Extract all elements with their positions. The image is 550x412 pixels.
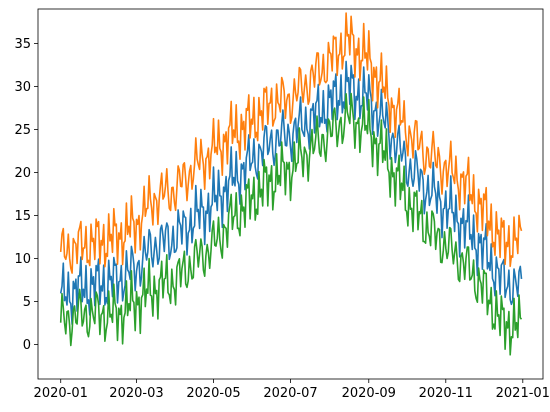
x-axis: 2020-01 2020-03 2020-05 2020-07 2020-09 2020-…	[34, 379, 550, 401]
x-tick-label: 2020-01	[34, 386, 88, 401]
y-tick-label: 0	[23, 338, 31, 353]
y-tick-label: 20	[14, 166, 31, 181]
x-tick-label: 2020-11	[419, 386, 473, 401]
y-axis: 0 5 10 15 20 25 30 35	[14, 37, 38, 353]
x-tick-label: 2020-09	[342, 386, 396, 401]
series-line-3	[59, 92, 523, 356]
y-tick-label: 15	[14, 209, 31, 224]
y-tick-label: 30	[14, 80, 31, 95]
x-tick-label: 2021-01	[496, 386, 550, 401]
x-tick-label: 2020-03	[109, 386, 163, 401]
series-line-1	[59, 60, 523, 326]
y-tick-label: 10	[14, 252, 31, 267]
series-line-2	[59, 12, 523, 274]
x-tick-label: 2020-07	[263, 386, 317, 401]
series-layer	[59, 12, 523, 356]
y-tick-label: 35	[14, 37, 31, 52]
y-tick-label: 25	[14, 123, 31, 138]
x-tick-label: 2020-05	[186, 386, 240, 401]
y-tick-label: 5	[23, 295, 31, 310]
